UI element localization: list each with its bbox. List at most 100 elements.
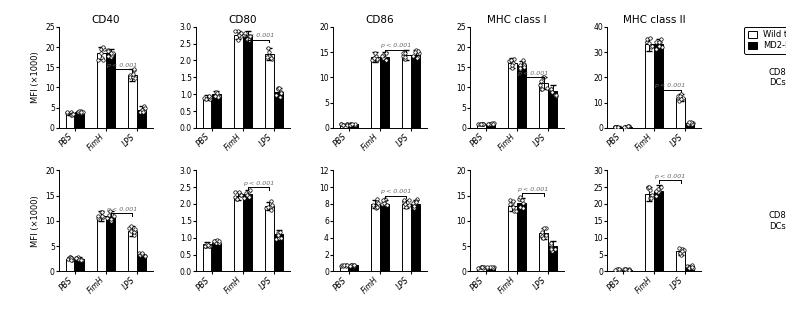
- Point: [620, 267, 633, 272]
- Point: [229, 189, 241, 194]
- Point: [102, 53, 115, 59]
- Point: [74, 110, 86, 115]
- Point: [76, 109, 89, 115]
- Point: [335, 122, 347, 127]
- Bar: [477, 267, 486, 271]
- Point: [128, 232, 141, 238]
- Point: [61, 110, 74, 115]
- Point: [517, 205, 530, 211]
- Point: [260, 54, 273, 60]
- Point: [376, 54, 389, 59]
- Point: [262, 46, 274, 51]
- Point: [97, 214, 109, 220]
- Text: p < 0.001: p < 0.001: [380, 43, 411, 48]
- Bar: [106, 53, 115, 128]
- Point: [344, 262, 357, 267]
- Point: [539, 232, 552, 238]
- Point: [483, 264, 496, 270]
- Point: [674, 251, 687, 256]
- Point: [402, 197, 415, 202]
- Point: [96, 209, 108, 214]
- Bar: [243, 194, 252, 271]
- Point: [685, 121, 697, 126]
- Point: [685, 120, 698, 126]
- Point: [210, 241, 222, 246]
- Point: [483, 121, 496, 127]
- Point: [549, 92, 562, 97]
- Point: [127, 74, 139, 80]
- Bar: [539, 83, 548, 128]
- Point: [76, 257, 89, 263]
- Point: [477, 122, 490, 127]
- Point: [481, 265, 494, 270]
- Point: [265, 199, 277, 204]
- Point: [612, 124, 625, 130]
- Point: [397, 53, 410, 58]
- Point: [106, 53, 119, 58]
- Point: [344, 121, 357, 126]
- Point: [209, 239, 222, 244]
- Point: [379, 198, 391, 203]
- Point: [620, 267, 633, 272]
- Point: [238, 33, 251, 38]
- Point: [211, 238, 223, 243]
- Point: [243, 195, 255, 200]
- Point: [514, 62, 527, 68]
- Point: [208, 239, 221, 245]
- Point: [507, 204, 520, 209]
- Point: [272, 86, 285, 91]
- Point: [270, 236, 282, 242]
- Point: [73, 109, 86, 115]
- Bar: [486, 267, 495, 271]
- Point: [243, 35, 255, 40]
- Point: [476, 264, 489, 269]
- Point: [671, 95, 684, 100]
- Point: [472, 121, 485, 127]
- Point: [686, 264, 699, 269]
- Title: CD80: CD80: [229, 15, 257, 25]
- Point: [235, 33, 248, 39]
- Point: [233, 32, 245, 38]
- Point: [612, 267, 625, 272]
- Point: [233, 31, 245, 37]
- Bar: [97, 53, 105, 128]
- Point: [644, 35, 656, 41]
- Bar: [402, 55, 411, 128]
- Point: [672, 246, 685, 251]
- Point: [613, 267, 626, 273]
- Point: [675, 91, 688, 96]
- Point: [612, 267, 625, 272]
- Point: [675, 246, 688, 252]
- Bar: [265, 54, 274, 128]
- Point: [413, 50, 425, 56]
- Point: [507, 56, 520, 62]
- Point: [199, 243, 211, 248]
- Point: [674, 94, 686, 99]
- Point: [619, 267, 631, 272]
- Point: [274, 229, 287, 234]
- Point: [349, 122, 362, 127]
- Point: [135, 251, 148, 256]
- Point: [136, 251, 149, 256]
- Point: [486, 265, 498, 270]
- Point: [487, 121, 499, 127]
- Bar: [623, 270, 632, 271]
- Point: [260, 205, 273, 210]
- Y-axis label: MFI (×1000): MFI (×1000): [31, 52, 39, 103]
- Point: [506, 201, 519, 206]
- Point: [371, 196, 384, 202]
- Point: [128, 67, 141, 72]
- Bar: [477, 124, 486, 128]
- Bar: [645, 194, 654, 271]
- Title: CD86: CD86: [365, 15, 395, 25]
- Point: [516, 58, 529, 63]
- Point: [474, 122, 487, 127]
- Point: [650, 188, 663, 193]
- Point: [379, 197, 391, 202]
- Point: [508, 208, 520, 214]
- Point: [399, 56, 411, 62]
- Point: [399, 205, 412, 210]
- Bar: [411, 204, 421, 271]
- Point: [611, 267, 623, 272]
- Point: [213, 241, 226, 246]
